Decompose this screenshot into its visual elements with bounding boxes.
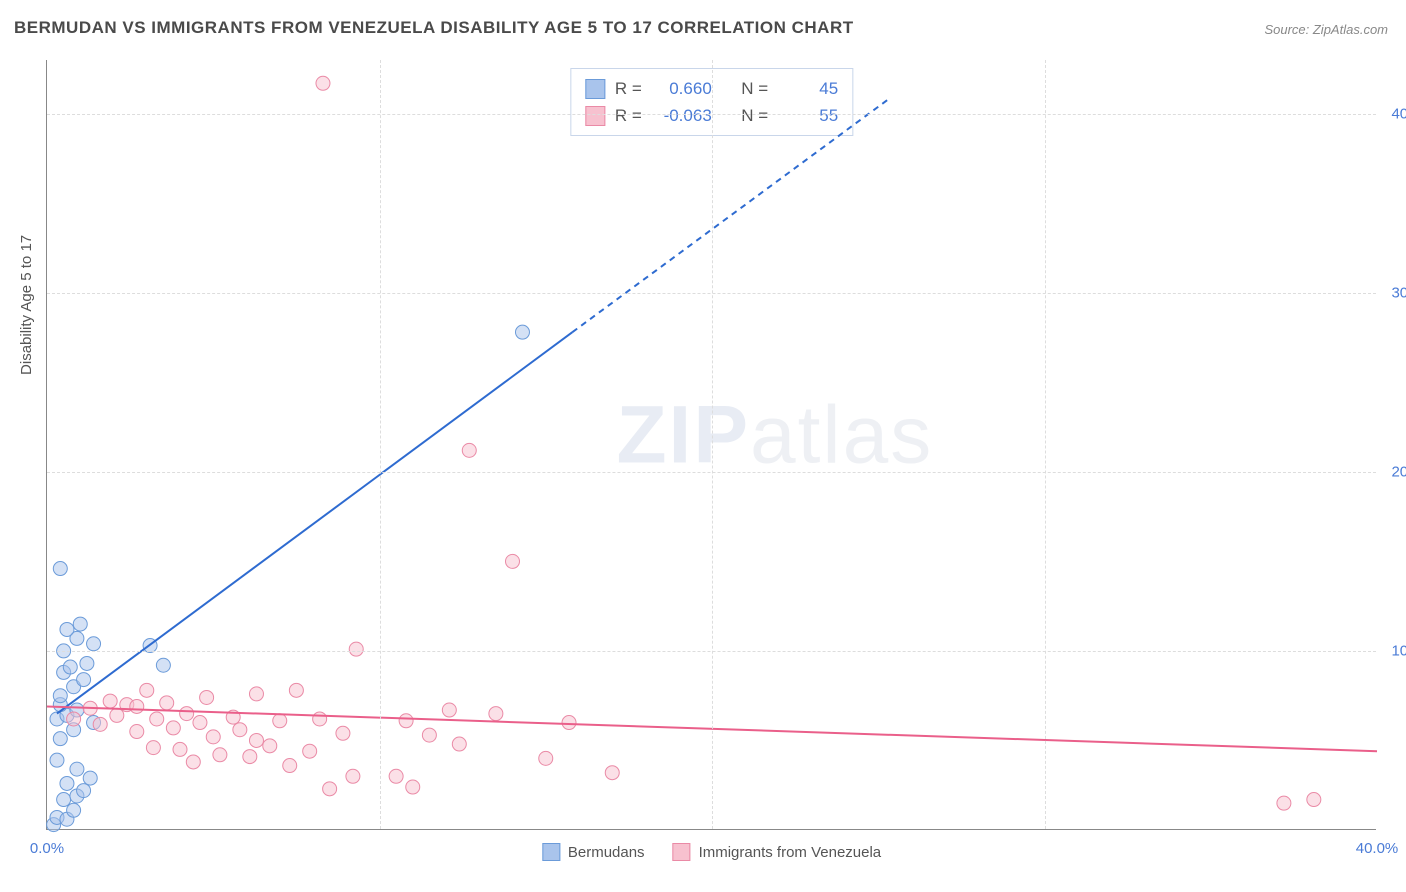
scatter-point	[60, 776, 74, 790]
scatter-point	[422, 728, 436, 742]
scatter-point	[130, 725, 144, 739]
scatter-point	[1277, 796, 1291, 810]
scatter-point	[193, 716, 207, 730]
scatter-point	[63, 660, 77, 674]
y-tick-label: 10.0%	[1391, 642, 1406, 659]
gridline-v	[712, 60, 713, 829]
legend-item-0: Bermudans	[542, 843, 645, 861]
scatter-point	[156, 658, 170, 672]
scatter-point	[489, 707, 503, 721]
scatter-point	[349, 642, 363, 656]
scatter-point	[562, 716, 576, 730]
scatter-point	[263, 739, 277, 753]
scatter-point	[233, 723, 247, 737]
scatter-point	[87, 637, 101, 651]
scatter-point	[605, 766, 619, 780]
scatter-point	[1307, 793, 1321, 807]
scatter-point	[206, 730, 220, 744]
y-tick-label: 40.0%	[1391, 105, 1406, 122]
x-tick-label: 0.0%	[30, 840, 64, 857]
scatter-point	[283, 759, 297, 773]
scatter-point	[160, 696, 174, 710]
plot-area: ZIPatlas R = 0.660 N = 45 R = -0.063 N =…	[46, 60, 1376, 830]
legend-swatch-bottom-1	[673, 843, 691, 861]
y-axis-title: Disability Age 5 to 17	[18, 235, 35, 375]
scatter-point	[173, 742, 187, 756]
scatter-point	[60, 622, 74, 636]
legend-item-1: Immigrants from Venezuela	[673, 843, 882, 861]
scatter-point	[77, 784, 91, 798]
scatter-point	[442, 703, 456, 717]
y-tick-label: 30.0%	[1391, 284, 1406, 301]
scatter-point	[146, 741, 160, 755]
scatter-point	[249, 687, 263, 701]
scatter-point	[452, 737, 466, 751]
scatter-point	[70, 762, 84, 776]
scatter-point	[313, 712, 327, 726]
scatter-point	[273, 714, 287, 728]
source-label: Source: ZipAtlas.com	[1264, 22, 1388, 37]
scatter-point	[50, 753, 64, 767]
scatter-point	[73, 617, 87, 631]
scatter-point	[406, 780, 420, 794]
scatter-point	[103, 694, 117, 708]
scatter-point	[140, 683, 154, 697]
gridline-v	[380, 60, 381, 829]
scatter-point	[77, 673, 91, 687]
scatter-point	[67, 712, 81, 726]
bottom-legend: Bermudans Immigrants from Venezuela	[542, 843, 881, 861]
x-tick-label: 40.0%	[1356, 840, 1399, 857]
scatter-point	[150, 712, 164, 726]
scatter-point	[110, 708, 124, 722]
scatter-point	[130, 699, 144, 713]
scatter-point	[506, 554, 520, 568]
scatter-point	[83, 771, 97, 785]
scatter-point	[53, 732, 67, 746]
scatter-point	[80, 656, 94, 670]
scatter-point	[93, 717, 107, 731]
scatter-point	[243, 750, 257, 764]
scatter-point	[336, 726, 350, 740]
scatter-point	[462, 443, 476, 457]
scatter-point	[316, 76, 330, 90]
scatter-point	[53, 562, 67, 576]
scatter-point	[53, 689, 67, 703]
scatter-point	[303, 744, 317, 758]
scatter-point	[389, 769, 403, 783]
scatter-point	[166, 721, 180, 735]
scatter-point	[67, 803, 81, 817]
scatter-point	[515, 325, 529, 339]
scatter-point	[213, 748, 227, 762]
legend-swatch-bottom-0	[542, 843, 560, 861]
scatter-point	[346, 769, 360, 783]
gridline-v	[1045, 60, 1046, 829]
scatter-point	[539, 751, 553, 765]
scatter-point	[180, 707, 194, 721]
scatter-point	[399, 714, 413, 728]
scatter-point	[200, 690, 214, 704]
regression-line	[57, 332, 572, 713]
regression-line-extension	[572, 99, 888, 332]
y-tick-label: 20.0%	[1391, 463, 1406, 480]
scatter-point	[186, 755, 200, 769]
scatter-point	[57, 793, 71, 807]
scatter-point	[289, 683, 303, 697]
legend-label-1: Immigrants from Venezuela	[699, 844, 882, 861]
chart-title: BERMUDAN VS IMMIGRANTS FROM VENEZUELA DI…	[14, 18, 854, 38]
scatter-point	[323, 782, 337, 796]
scatter-point	[249, 733, 263, 747]
legend-label-0: Bermudans	[568, 844, 645, 861]
